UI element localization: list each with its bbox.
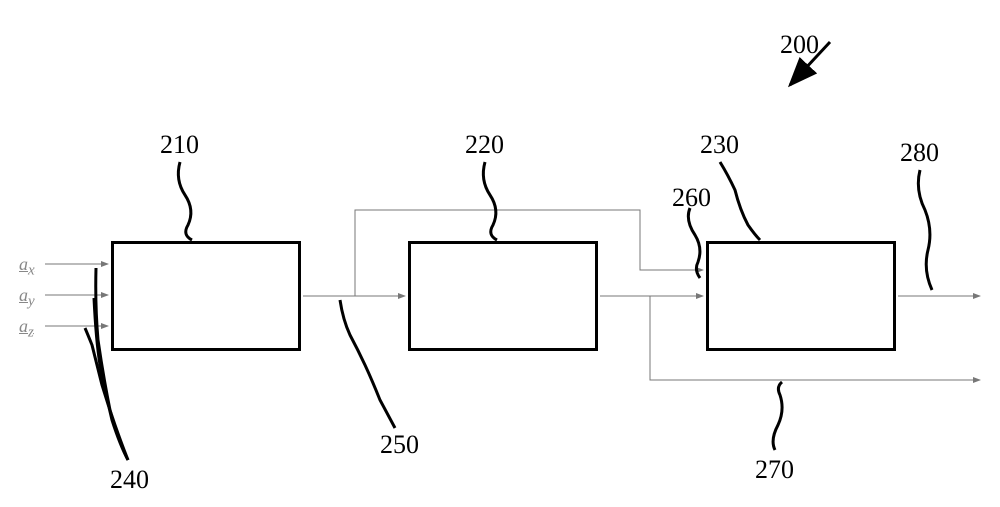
leader-250 [340, 300, 395, 428]
input-label-ax: ax [19, 254, 35, 280]
label-270: 270 [755, 455, 794, 485]
leader-270 [773, 382, 782, 450]
input-label-ay: ay [19, 285, 35, 311]
label-210: 210 [160, 130, 199, 160]
label-220: 220 [465, 130, 504, 160]
leader-210 [178, 162, 192, 240]
label-260: 260 [672, 183, 711, 213]
label-240: 240 [110, 465, 149, 495]
input-az-sub: z [28, 325, 34, 341]
input-az-base: a [19, 316, 28, 336]
input-ax-sub: x [28, 263, 35, 279]
label-230: 230 [700, 130, 739, 160]
block-210 [111, 241, 301, 351]
diagram-container: 200 210 220 230 240 250 260 270 280 ax a… [0, 0, 1000, 507]
label-280: 280 [900, 138, 939, 168]
input-label-az: az [19, 316, 34, 342]
block-230 [706, 241, 896, 351]
block-220 [408, 241, 598, 351]
leader-230 [720, 162, 760, 240]
label-200: 200 [780, 30, 819, 60]
leader-280 [918, 170, 932, 290]
input-ay-sub: y [28, 294, 35, 310]
label-250: 250 [380, 430, 419, 460]
input-ax-base: a [19, 254, 28, 274]
leader-260 [688, 208, 700, 278]
input-ay-base: a [19, 285, 28, 305]
leader-220 [483, 162, 497, 240]
